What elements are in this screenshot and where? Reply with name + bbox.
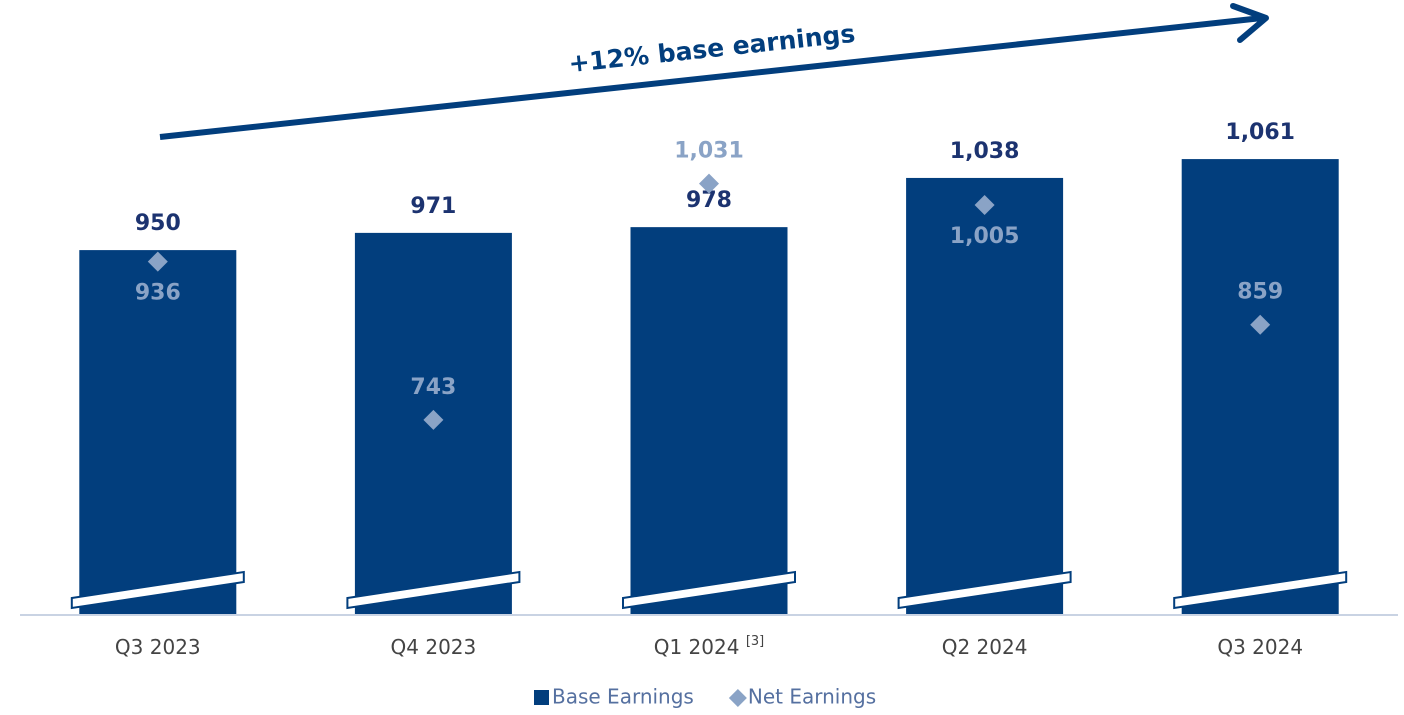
- diamond-marker: [147, 251, 168, 272]
- category-label: Q1 2024: [654, 635, 740, 659]
- axis-break: [346, 570, 521, 610]
- footnote-marker: [3]: [746, 634, 764, 649]
- legend-label: Net Earnings: [748, 685, 876, 709]
- axis-break: [70, 570, 245, 610]
- diamond-marker: [1250, 314, 1271, 335]
- diamond-marker: [974, 195, 995, 215]
- category-label: Q4 2023: [391, 635, 477, 659]
- category-label: Q2 2024: [942, 635, 1028, 659]
- bar: [1181, 159, 1339, 615]
- x-tick-label: Q3 2023: [115, 635, 201, 659]
- marker-value-label: 936: [135, 281, 181, 306]
- bar: [630, 227, 788, 615]
- axis-break: [897, 570, 1072, 610]
- trend-arrow: [159, 15, 1263, 140]
- category-label: Q3 2023: [115, 635, 201, 659]
- diamond-marker: [699, 173, 719, 194]
- legend-label: Base Earnings: [552, 685, 694, 709]
- bar-value-label: 1,038: [950, 139, 1020, 164]
- legend: Base Earnings Net Earnings: [534, 685, 876, 709]
- category-label: Q3 2024: [1217, 635, 1303, 659]
- x-tick-label: Q4 2023: [391, 635, 477, 659]
- axis-break: [1173, 570, 1348, 610]
- bar: [906, 177, 1064, 615]
- marker-value-label: 859: [1237, 280, 1283, 305]
- x-tick-label: Q1 2024 [3]: [654, 634, 765, 659]
- bar-value-label: 971: [410, 194, 456, 219]
- axis-break: [622, 570, 796, 610]
- plot-area: Q3 2023 Q4 2023 Q1 2024 [3] Q2 2024 Q3 2024 9…: [70, 120, 1348, 659]
- marker-value-label: 1,031: [674, 139, 744, 164]
- diamond-marker: [423, 409, 444, 430]
- x-tick-label: Q2 2024: [942, 635, 1028, 659]
- bar: [79, 250, 237, 615]
- arrow-head: [1230, 3, 1269, 43]
- marker-value-label: 743: [410, 375, 456, 400]
- legend-swatch: [534, 690, 549, 705]
- marker-value-label: 1,005: [950, 224, 1020, 249]
- bar-value-label: 950: [135, 211, 181, 236]
- bar-value-label: 1,061: [1225, 120, 1295, 145]
- legend-swatch: [728, 689, 747, 707]
- x-tick-label: Q3 2024: [1217, 635, 1303, 659]
